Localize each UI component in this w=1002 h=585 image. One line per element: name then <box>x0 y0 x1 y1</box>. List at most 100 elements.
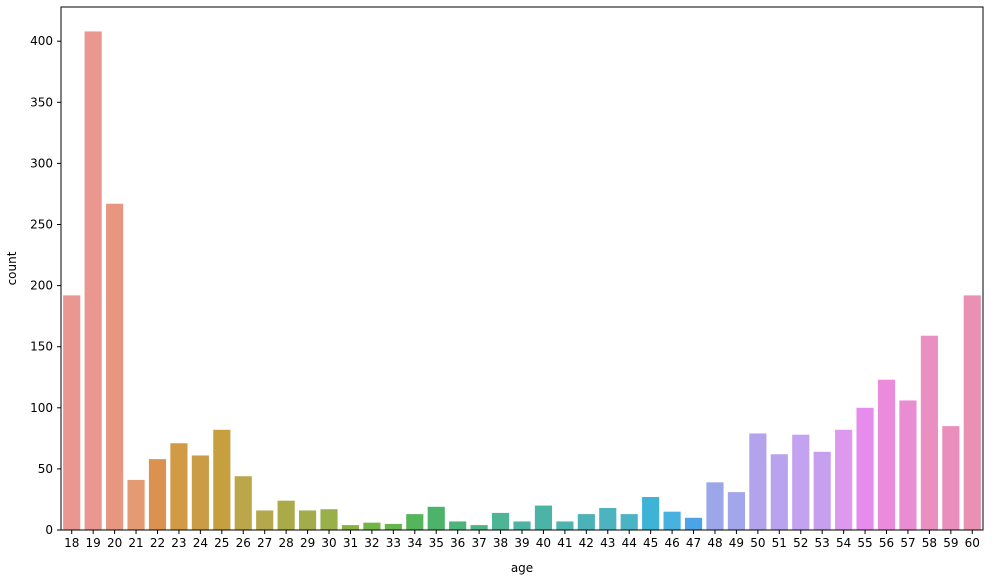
bar-age-23 <box>170 443 188 530</box>
bar-age-28 <box>277 500 295 530</box>
x-axis-label: age <box>511 561 533 575</box>
bar-age-39 <box>513 521 531 530</box>
plot-frame <box>60 6 984 531</box>
bar-age-21 <box>127 479 145 530</box>
bar-age-54 <box>835 429 853 530</box>
bar-age-37 <box>470 525 488 530</box>
bar-age-40 <box>534 505 553 530</box>
bar-age-51 <box>770 454 788 530</box>
x-tick-label: 60 <box>965 536 980 550</box>
x-tick-label: 38 <box>493 536 508 550</box>
bar-age-19 <box>84 31 102 531</box>
x-ticks: 18 19 20 21 22 23 24 25 26 27 28 29 30 31 32 33 34 35 36 37… <box>64 530 980 550</box>
bar-age-35 <box>427 506 445 530</box>
bar-age-48 <box>706 482 724 530</box>
y-ticks: 0 50 100 150 200 250 300 350 400 <box>30 34 61 537</box>
y-tick-label: 200 <box>30 279 53 293</box>
y-tick-label: 150 <box>30 340 53 354</box>
x-tick-label: 53 <box>815 536 830 550</box>
bar-age-41 <box>556 521 574 530</box>
y-axis-label: count <box>5 251 19 285</box>
x-tick-label: 52 <box>793 536 808 550</box>
bar-age-55 <box>856 407 874 530</box>
bar-age-30 <box>320 509 338 530</box>
x-tick-label: 55 <box>857 536 872 550</box>
x-tick-label: 28 <box>278 536 293 550</box>
bar-age-24 <box>191 455 209 530</box>
bar-age-58 <box>920 335 938 530</box>
x-tick-label: 35 <box>429 536 444 550</box>
x-tick-label: 20 <box>107 536 122 550</box>
x-tick-label: 58 <box>922 536 937 550</box>
x-tick-label: 47 <box>686 536 701 550</box>
bars-group <box>63 31 981 531</box>
x-tick-label: 31 <box>343 536 358 550</box>
x-tick-label: 21 <box>128 536 143 550</box>
bar-age-38 <box>491 512 510 530</box>
x-tick-label: 29 <box>300 536 315 550</box>
x-tick-label: 37 <box>471 536 486 550</box>
bar-age-45 <box>642 497 660 530</box>
bar-age-44 <box>620 514 638 530</box>
bar-age-57 <box>899 400 917 530</box>
bar-age-22 <box>148 459 167 530</box>
x-tick-label: 19 <box>86 536 101 550</box>
bar-age-46 <box>663 511 681 530</box>
bar-age-29 <box>299 510 317 530</box>
x-tick-label: 25 <box>214 536 229 550</box>
bar-age-52 <box>792 434 810 530</box>
bar-age-47 <box>684 517 703 530</box>
bar-age-42 <box>577 514 595 530</box>
x-tick-label: 48 <box>707 536 722 550</box>
x-tick-label: 18 <box>64 536 79 550</box>
bar-age-31 <box>341 525 360 530</box>
y-tick-label: 100 <box>30 401 53 415</box>
x-tick-label: 27 <box>257 536 272 550</box>
x-tick-label: 40 <box>536 536 551 550</box>
bar-age-25 <box>213 429 231 530</box>
bar-age-20 <box>106 203 124 531</box>
x-tick-label: 26 <box>236 536 251 550</box>
x-tick-label: 42 <box>579 536 594 550</box>
bar-age-34 <box>406 514 424 530</box>
bar-age-60 <box>963 295 981 530</box>
x-tick-label: 57 <box>900 536 915 550</box>
x-tick-label: 59 <box>943 536 958 550</box>
bar-age-32 <box>363 522 381 530</box>
y-tick-label: 50 <box>38 462 53 476</box>
bar-age-50 <box>749 433 767 530</box>
bar-age-49 <box>727 492 745 530</box>
x-tick-label: 33 <box>386 536 401 550</box>
x-tick-label: 45 <box>643 536 658 550</box>
x-tick-label: 46 <box>664 536 679 550</box>
bar-age-18 <box>63 295 81 530</box>
x-tick-label: 50 <box>750 536 765 550</box>
bar-age-53 <box>813 451 831 530</box>
x-tick-label: 24 <box>193 536 208 550</box>
bar-age-33 <box>384 523 402 530</box>
x-tick-label: 39 <box>514 536 529 550</box>
y-tick-label: 350 <box>30 95 53 109</box>
x-tick-label: 44 <box>622 536 637 550</box>
x-tick-label: 49 <box>729 536 744 550</box>
x-tick-label: 36 <box>450 536 465 550</box>
y-tick-label: 0 <box>45 523 53 537</box>
bar-age-56 <box>877 379 896 530</box>
y-tick-label: 250 <box>30 218 53 232</box>
bar-age-36 <box>449 521 467 530</box>
x-tick-label: 32 <box>364 536 379 550</box>
x-tick-label: 56 <box>879 536 894 550</box>
x-tick-label: 41 <box>557 536 572 550</box>
bar-age-27 <box>256 510 274 530</box>
x-tick-label: 30 <box>321 536 336 550</box>
x-tick-label: 34 <box>407 536 422 550</box>
x-tick-label: 51 <box>772 536 787 550</box>
y-tick-label: 300 <box>30 156 53 170</box>
bar-age-59 <box>942 426 960 530</box>
x-tick-label: 43 <box>600 536 615 550</box>
x-tick-label: 22 <box>150 536 165 550</box>
bar-age-43 <box>599 508 617 530</box>
x-tick-label: 23 <box>171 536 186 550</box>
